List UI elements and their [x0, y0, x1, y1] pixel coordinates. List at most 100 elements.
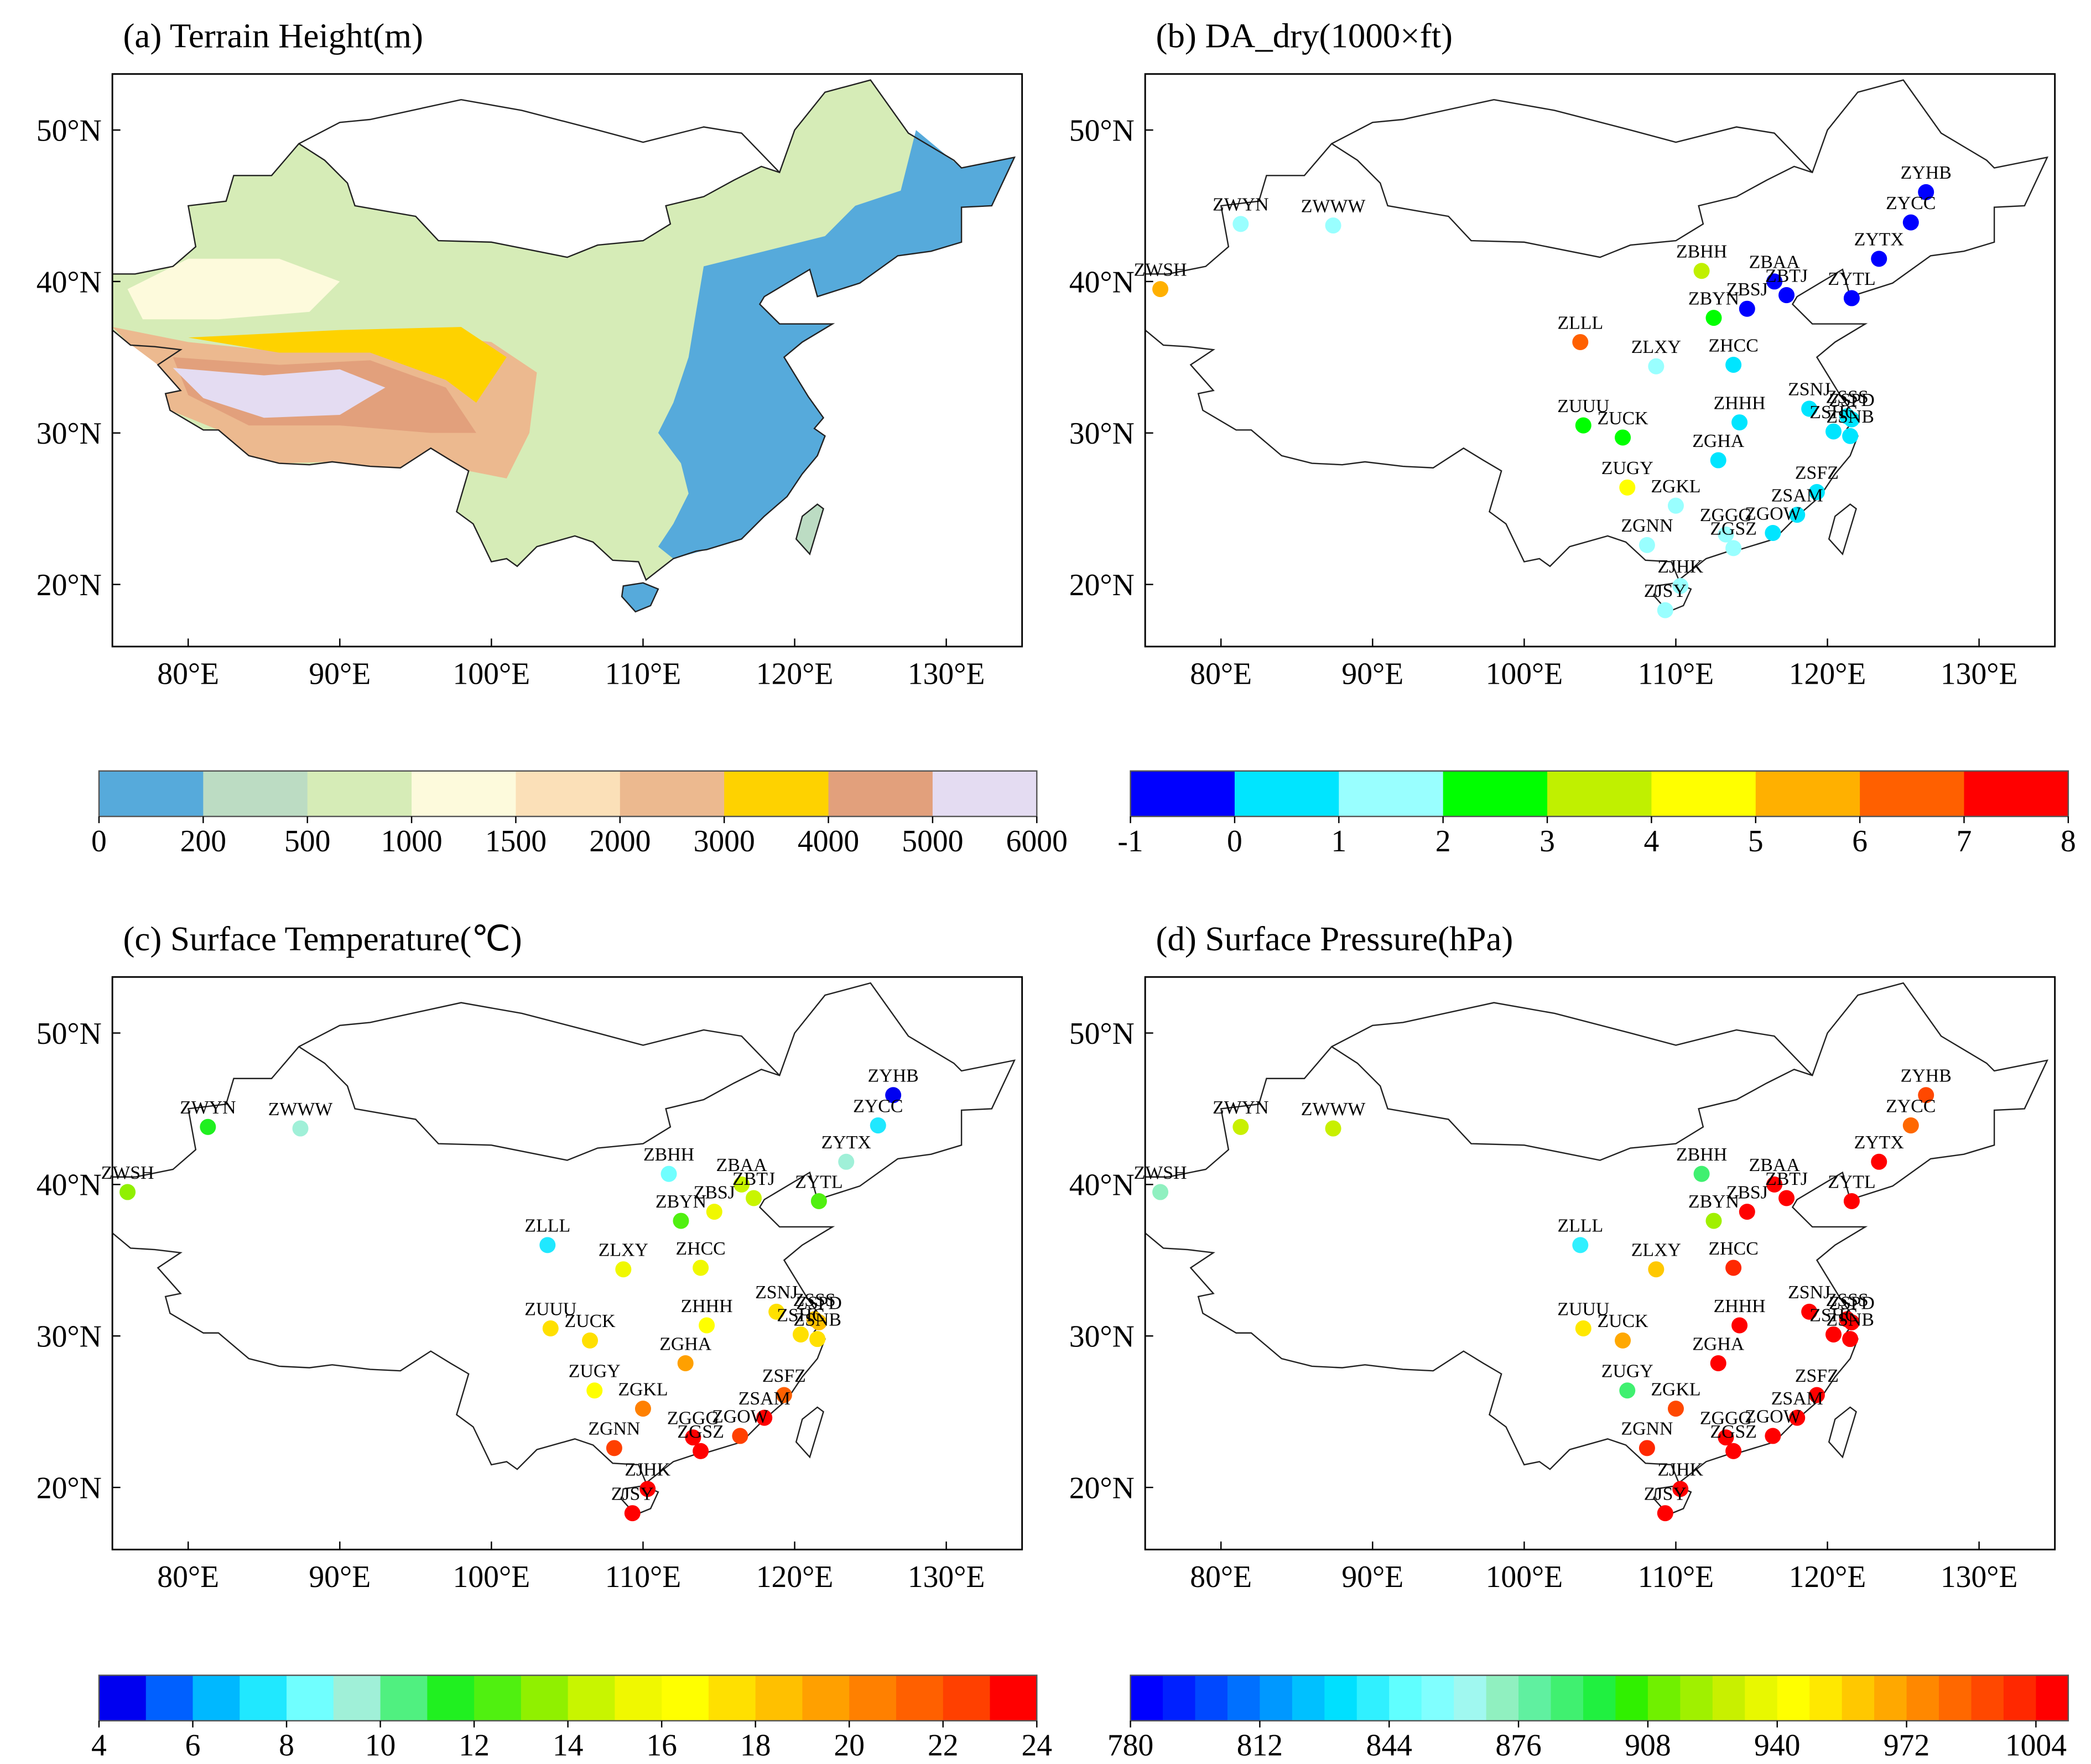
border — [112, 79, 1016, 581]
colorbar-tick-label: 0 — [91, 824, 107, 858]
station-label: ZHCC — [1709, 1239, 1759, 1259]
station-dot — [1615, 1332, 1631, 1349]
colorbar-bin — [1339, 771, 1444, 816]
colorbar-bin — [1964, 771, 2069, 816]
colorbar-bin — [1615, 1675, 1648, 1721]
terrain-island — [796, 504, 824, 554]
station-dot — [1902, 214, 1919, 231]
colorbar-bin — [333, 1675, 381, 1721]
border — [112, 982, 1016, 1484]
x-tick-label: 110°E — [605, 1560, 682, 1594]
station-dot — [1871, 1153, 1887, 1170]
station-dot — [810, 1314, 827, 1331]
x-tick-label: 90°E — [1341, 1560, 1403, 1594]
station-label: ZSFZ — [1795, 462, 1839, 483]
station-dot — [615, 1261, 632, 1278]
station-dot — [292, 1120, 309, 1137]
border — [1828, 1406, 1857, 1459]
station-label: ZLLL — [1557, 1216, 1603, 1236]
colorbar-bin — [943, 1675, 991, 1721]
station-label: ZLXY — [1631, 337, 1681, 357]
station-label: ZGOW — [712, 1407, 768, 1427]
colorbar-bin — [427, 1675, 475, 1721]
station-label: ZGNN — [1621, 1419, 1673, 1439]
station-label: ZSFZ — [1795, 1366, 1839, 1386]
station-dot — [1725, 540, 1742, 556]
colorbar-bin — [1971, 1675, 2004, 1721]
station-label: ZYCC — [1886, 1096, 1936, 1116]
y-tick-label: 50°N — [37, 1017, 102, 1051]
station-label: ZGHA — [1692, 1334, 1745, 1354]
colorbar-tick-label: 972 — [1884, 1729, 1929, 1763]
station-dot — [1648, 358, 1665, 374]
colorbar-tick-label: 876 — [1495, 1729, 1541, 1763]
x-tick-label: 120°E — [1789, 1560, 1866, 1594]
map-panel: (b) DA_dry(1000×ft)80°E 90°E 100°E 110°E 120… — [1069, 16, 2076, 858]
colorbar-bin — [1745, 1675, 1778, 1721]
colorbar-tick-label: 4000 — [798, 824, 859, 858]
station-dot — [539, 1237, 556, 1253]
station-dot — [1619, 479, 1636, 496]
border — [298, 1002, 781, 1076]
terrain-lowland — [658, 130, 1015, 559]
colorbar-tick-label: 14 — [553, 1729, 584, 1763]
station-label: ZGSZ — [1710, 519, 1757, 539]
y-tick-label: 20°N — [1069, 1471, 1135, 1505]
station-label: ZJSY — [611, 1484, 654, 1504]
station-label: ZUUU — [1557, 396, 1609, 417]
colorbar-bin — [1443, 771, 1548, 816]
station-dot — [1842, 428, 1859, 444]
station-dot — [119, 1184, 136, 1200]
x-tick-label: 130°E — [908, 1560, 985, 1594]
station-label: ZJSY — [1644, 1484, 1687, 1504]
station-dot — [1672, 1481, 1689, 1497]
station-label: ZYTX — [1854, 230, 1904, 250]
colorbar-tick-label: 8 — [2061, 824, 2076, 858]
colorbar-bin — [896, 1675, 944, 1721]
colorbar-bin — [1130, 771, 1235, 816]
x-tick-label: 120°E — [756, 1560, 834, 1594]
colorbar-tick-label: 500 — [284, 824, 330, 858]
border — [621, 582, 659, 613]
y-tick-label: 30°N — [37, 1320, 102, 1354]
station-dot — [1152, 1184, 1169, 1200]
colorbar-tick-label: 2000 — [589, 824, 651, 858]
x-tick-label: 80°E — [157, 1560, 219, 1594]
station-label: ZBYN — [1688, 1191, 1739, 1212]
colorbar-bin — [193, 1675, 240, 1721]
station-dot — [1765, 524, 1781, 541]
colorbar-tick-label: 22 — [928, 1729, 959, 1763]
colorbar-bin — [724, 771, 829, 816]
station-label: ZYTL — [1828, 1172, 1875, 1192]
station-label: ZHHH — [1714, 1296, 1766, 1317]
station-dot — [1693, 263, 1710, 279]
station-dot — [870, 1117, 886, 1134]
x-tick-label: 110°E — [605, 657, 682, 691]
station-dot — [1232, 216, 1249, 232]
colorbar-bin — [755, 1675, 803, 1721]
station-dot — [1801, 1303, 1818, 1320]
y-tick-label: 40°N — [1069, 1168, 1135, 1203]
plot-frame — [1144, 976, 2056, 1550]
panel-title: (a) Terrain Height(m) — [123, 16, 423, 55]
colorbar-bin — [516, 771, 621, 816]
x-tick-label: 100°E — [1486, 1560, 1563, 1594]
station-dot — [1572, 1237, 1589, 1253]
border — [795, 1406, 824, 1459]
colorbar-tick-label: 20 — [834, 1729, 865, 1763]
x-tick-label: 90°E — [309, 1560, 371, 1594]
station-dot — [734, 1176, 750, 1193]
colorbar-tick-label: 908 — [1625, 1729, 1671, 1763]
x-tick-label: 90°E — [1341, 657, 1403, 691]
terrain-peak — [173, 368, 386, 418]
y-tick-label: 50°N — [1069, 113, 1135, 148]
colorbar-bin — [849, 1675, 897, 1721]
colorbar-frame — [98, 770, 1038, 818]
station-label: ZGGG — [1700, 505, 1752, 525]
y-tick-label: 20°N — [1069, 568, 1135, 602]
station-dot — [1710, 1355, 1726, 1371]
station-dot — [1731, 414, 1748, 431]
colorbar-bin — [1551, 1675, 1584, 1721]
station-dot — [756, 1409, 773, 1426]
